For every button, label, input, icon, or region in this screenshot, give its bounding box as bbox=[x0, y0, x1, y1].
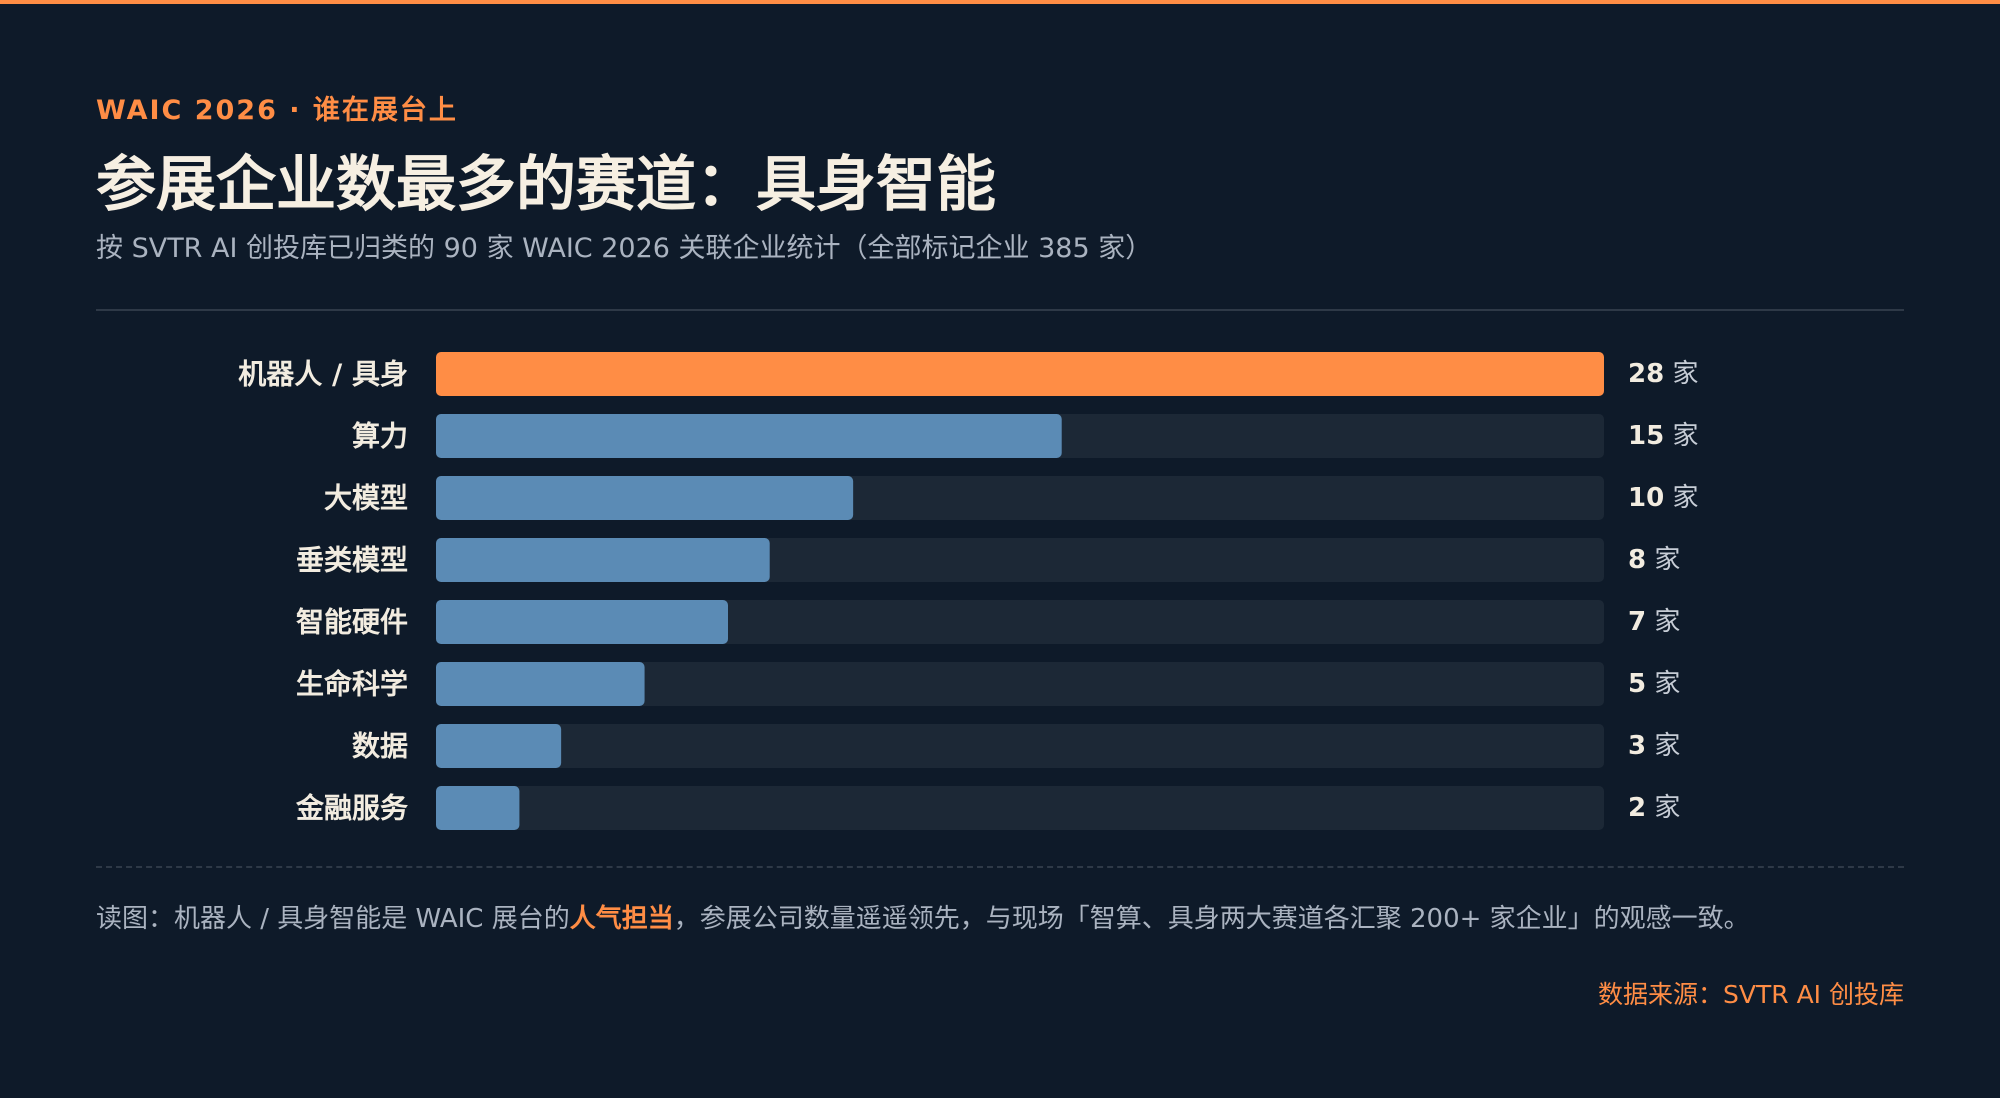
category-label: 大模型 bbox=[324, 482, 408, 515]
category-label: 数据 bbox=[352, 730, 408, 763]
footer-divider bbox=[96, 866, 1904, 868]
value-label: 10 家 bbox=[1628, 483, 1698, 513]
value-label: 8 家 bbox=[1628, 545, 1680, 575]
category-label: 生命科学 bbox=[296, 668, 408, 701]
value-unit: 家 bbox=[1646, 607, 1680, 637]
category-label: 算力 bbox=[352, 420, 408, 453]
reading-note-highlight: 人气担当 bbox=[569, 904, 674, 934]
reading-note: 读图：机器人 / 具身智能是 WAIC 展台的人气担当，参展公司数量遥遥领先，与… bbox=[96, 898, 1750, 935]
category-label: 智能硬件 bbox=[296, 606, 408, 639]
value-unit: 家 bbox=[1664, 483, 1698, 513]
bar-track bbox=[436, 786, 1604, 830]
value-unit: 家 bbox=[1646, 545, 1680, 575]
value-number: 8 bbox=[1628, 545, 1646, 575]
bar bbox=[436, 476, 854, 520]
value-label: 7 家 bbox=[1628, 607, 1680, 637]
bar bbox=[436, 414, 1062, 458]
value-number: 7 bbox=[1628, 607, 1646, 637]
value-unit: 家 bbox=[1646, 669, 1680, 699]
value-number: 2 bbox=[1628, 793, 1646, 823]
reading-note-pre: 读图：机器人 / 具身智能是 WAIC 展台的 bbox=[96, 904, 570, 934]
value-unit: 家 bbox=[1646, 793, 1680, 823]
value-unit: 家 bbox=[1664, 421, 1698, 451]
value-number: 28 bbox=[1628, 359, 1664, 389]
value-label: 15 家 bbox=[1628, 421, 1698, 451]
top-accent-bar bbox=[0, 0, 2000, 4]
category-label: 金融服务 bbox=[295, 792, 408, 825]
bar-track bbox=[436, 662, 1604, 706]
eyebrow-label: WAIC 2026 · 谁在展台上 bbox=[96, 95, 458, 126]
value-number: 15 bbox=[1628, 421, 1664, 451]
category-label: 垂类模型 bbox=[296, 544, 408, 577]
value-number: 10 bbox=[1628, 483, 1664, 513]
value-label: 28 家 bbox=[1628, 359, 1698, 389]
bar bbox=[436, 786, 520, 830]
bar bbox=[436, 600, 728, 644]
reading-note-post: ，参展公司数量遥遥领先，与现场「智算、具身两大赛道各汇聚 200+ 家企业」的观… bbox=[673, 904, 1750, 934]
chart-title: 参展企业数最多的赛道：具身智能 bbox=[96, 150, 996, 220]
bar-track bbox=[436, 724, 1604, 768]
bar bbox=[436, 662, 645, 706]
value-number: 3 bbox=[1628, 731, 1646, 761]
chart-subtitle: 按 SVTR AI 创投库已归类的 90 家 WAIC 2026 关联企业统计（… bbox=[96, 233, 1153, 264]
value-label: 2 家 bbox=[1628, 793, 1680, 823]
data-source: 数据来源：SVTR AI 创投库 bbox=[1598, 980, 1904, 1009]
value-unit: 家 bbox=[1646, 731, 1680, 761]
value-unit: 家 bbox=[1664, 359, 1698, 389]
bar bbox=[436, 538, 770, 582]
value-label: 3 家 bbox=[1628, 731, 1680, 761]
bar bbox=[436, 724, 562, 768]
header-divider bbox=[96, 309, 1904, 311]
value-number: 5 bbox=[1628, 669, 1646, 699]
bar bbox=[436, 352, 1604, 396]
category-label: 机器人 / 具身 bbox=[238, 358, 408, 391]
value-label: 5 家 bbox=[1628, 669, 1680, 699]
